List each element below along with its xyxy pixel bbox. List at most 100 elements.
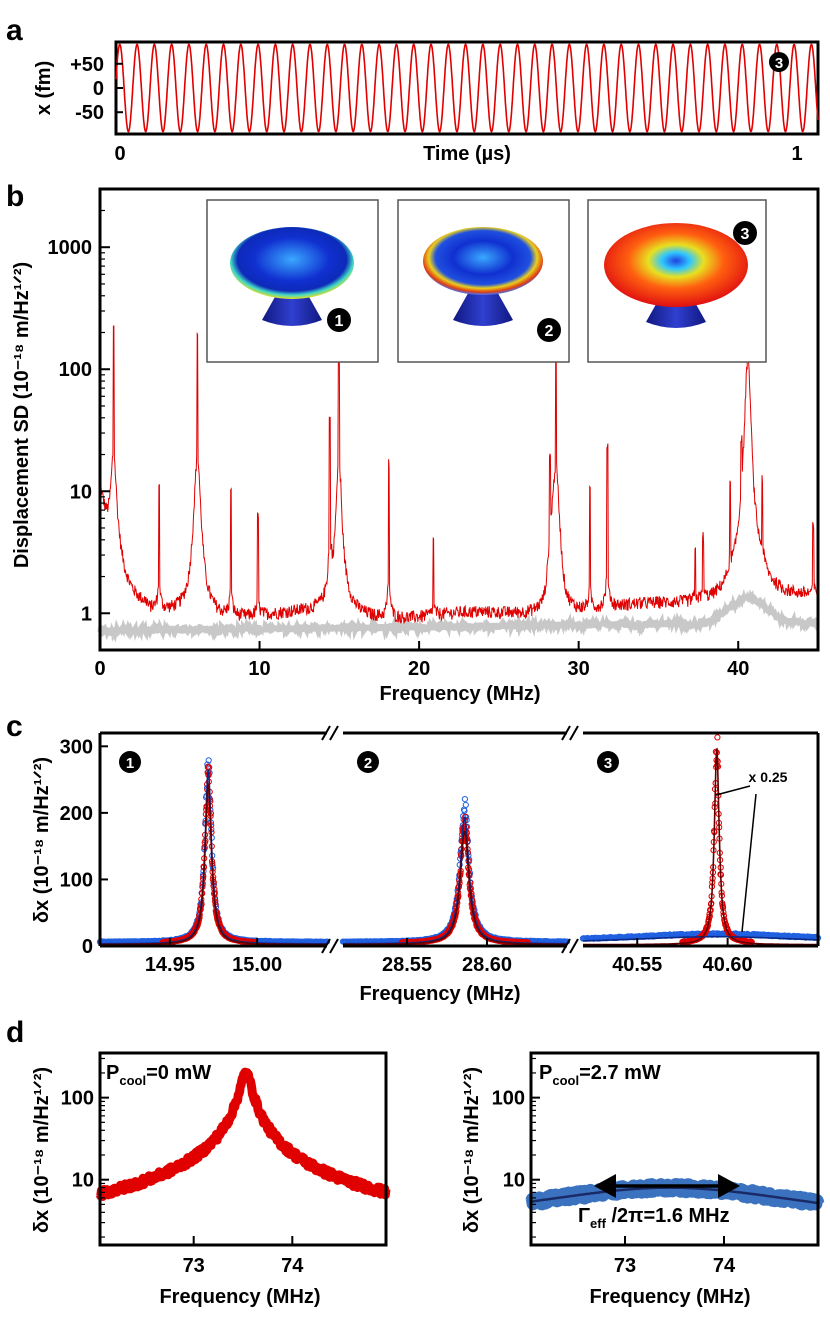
panel-c-letter: c (6, 710, 23, 743)
panel-c-marker-1: 1 (119, 751, 141, 773)
panel-c-xtick-label: 14.95 (145, 954, 195, 976)
panel-d-ytick-label: 10 (72, 1170, 94, 1192)
svg-text:x 0.25: x 0.25 (749, 769, 788, 785)
panel-b-plot: 1 10 100 1000 0 10 20 30 40 Displacement SD (10… (11, 187, 820, 705)
panel-c-xtick-label: 40.55 (612, 954, 662, 976)
inset-mode-3: 3 (587, 199, 767, 363)
panel-b-xtick-label: 40 (727, 658, 749, 680)
panel-a-xtick-label: 1 (791, 143, 802, 165)
linewidth-label: Γeff /2π=1.6 MHz (578, 1205, 730, 1231)
panel-d-left-ylabel: δx (10⁻¹⁸ m/Hz¹ᐟ²) (31, 1067, 53, 1233)
panel-b-ytick-label: 1000 (48, 237, 93, 259)
panel-d-right-ylabel: δx (10⁻¹⁸ m/Hz¹ᐟ²) (461, 1067, 483, 1233)
panel-c-xtick-label: 40.60 (703, 954, 753, 976)
panel-d-right-y-ticks: 10 100 (492, 1057, 540, 1238)
panel-c-plot: 14.95 15.00 28.55 28.60 40.55 40.60 0 100 200 30… (31, 725, 822, 1005)
panel-c-red-point (206, 764, 213, 771)
panel-c-marker-3: 3 (597, 751, 619, 773)
panel-c-xtick-label: 15.00 (232, 954, 282, 976)
panel-c-ylabel: δx (10⁻¹⁸ m/Hz¹ᐟ²) (31, 757, 53, 923)
panel-c-blue-point (205, 757, 212, 764)
panel-a-xlabel: Time (µs) (423, 143, 511, 165)
panel-c-ytick-label: 300 (60, 736, 93, 758)
panel-a-ylabel: x (fm) (33, 61, 55, 115)
panel-c-frame (98, 731, 820, 948)
panel-d-letter: d (6, 1016, 24, 1049)
panel-a-marker-3: 3 (769, 52, 789, 72)
mode-3-marker (733, 221, 757, 245)
panel-c-blue-point (461, 796, 468, 803)
panel-b-xtick-label: 10 (248, 658, 270, 680)
panel-d-left-y-ticks: 10 100 (61, 1057, 109, 1238)
panel-d-ytick-label: 10 (503, 1170, 525, 1192)
panel-b-xtick-label: 0 (94, 658, 105, 680)
panel-a-trace (115, 43, 819, 133)
panel-c-marker-2: 2 (357, 751, 379, 773)
panel-b-xtick-label: 20 (408, 658, 430, 680)
panel-d-left-power-label: Pcool=0 mW (106, 1062, 211, 1088)
panel-c-ytick-label: 100 (60, 869, 93, 891)
mode-1-marker (327, 308, 351, 332)
panel-d-right-frame (529, 1051, 820, 1247)
panel-c-blue-point (461, 807, 468, 814)
inset-mode-2: 2 (397, 199, 570, 363)
panel-a-ytick-label: +50 (70, 54, 104, 76)
svg-text:1: 1 (335, 313, 344, 330)
panel-c-axis-breaks (321, 725, 579, 954)
panel-b-background-series (97, 588, 820, 643)
panel-b-xtick-label: 30 (568, 658, 590, 680)
mode-3-disk (604, 223, 748, 307)
mode-2-marker (537, 318, 561, 342)
mode-2-pedestal (453, 288, 513, 326)
panel-c-red-fit (343, 830, 567, 946)
panel-b-ytick-label: 100 (59, 359, 92, 381)
inset-mode-1: 1 (206, 199, 379, 363)
panel-c-blue-point (462, 801, 469, 809)
panel-d-ytick-label: 100 (61, 1088, 94, 1110)
panel-d-left-plot: 10 100 73 74 δx (10⁻¹⁸ m/Hz¹ᐟ²) Frequency … (31, 1051, 391, 1308)
panel-d-left-x-ticks: 73 74 (183, 1236, 304, 1277)
panel-c-content: 14.95 15.00 28.55 28.60 40.55 40.60 (96, 734, 822, 976)
svg-text:3: 3 (741, 226, 750, 243)
panel-c-red-point (191, 928, 198, 935)
panel-c-xtick-label: 28.60 (462, 954, 512, 976)
panel-b-measured-series (99, 249, 819, 624)
panel-a-letter: a (6, 14, 23, 47)
panel-b-xlabel: Frequency (MHz) (379, 683, 540, 705)
svg-text:3: 3 (604, 755, 612, 772)
panel-c-xlabel: Frequency (MHz) (359, 983, 520, 1005)
panel-d-xtick-label: 73 (183, 1255, 205, 1277)
panel-d-right-plot: 10 100 73 74 δx (10⁻¹⁸ m/Hz¹ᐟ²) Frequency … (461, 1051, 825, 1308)
panel-c-red-point (714, 734, 721, 741)
panel-d-left-trace (95, 1067, 391, 1201)
panel-c-blue-fit (583, 935, 819, 942)
panel-c-ytick-label: 200 (60, 803, 93, 825)
panel-b-letter: b (6, 180, 24, 213)
panel-a-y-ticks: +500-50 (70, 54, 123, 124)
panel-a-ytick-label: -50 (75, 102, 104, 124)
panel-d-left-xlabel: Frequency (MHz) (159, 1286, 320, 1308)
svg-text:2: 2 (545, 323, 554, 340)
panel-b-x-ticks: 0 10 20 30 40 (94, 641, 749, 680)
panel-c-annotation: x 0.25 (715, 769, 788, 933)
mode-2-disk (423, 227, 543, 295)
panel-c-ytick-label: 0 (82, 936, 93, 958)
svg-text:1: 1 (126, 755, 134, 772)
mode-1-disk (230, 227, 354, 299)
panel-d-right-power-label: Pcool=2.7 mW (539, 1062, 661, 1088)
panel-b-ytick-label: 1 (81, 603, 92, 625)
panel-b-frame (98, 187, 820, 652)
svg-text:3: 3 (775, 55, 783, 72)
panel-a-xtick-label: 0 (114, 143, 125, 165)
panel-d-right-x-ticks: 73 74 (614, 1236, 736, 1277)
panel-d-xtick-label: 74 (281, 1255, 304, 1277)
panel-d-right-xlabel: Frequency (MHz) (589, 1286, 750, 1308)
panel-d-xtick-label: 74 (713, 1255, 736, 1277)
panel-c-xtick-label: 28.55 (382, 954, 432, 976)
panel-a-ytick-label: 0 (93, 78, 104, 100)
panel-c-red-fit (100, 782, 327, 946)
panel-d-xtick-label: 73 (614, 1255, 636, 1277)
